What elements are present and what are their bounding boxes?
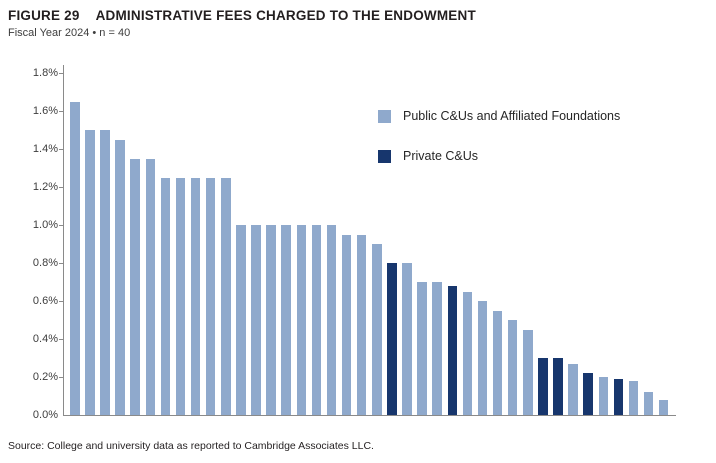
bar-public bbox=[492, 310, 503, 415]
bar-public bbox=[311, 225, 322, 415]
bar-private bbox=[583, 373, 593, 415]
bar-public bbox=[523, 329, 533, 415]
figure-subtitle: Fiscal Year 2024 • n = 40 bbox=[8, 27, 131, 39]
bar-public bbox=[236, 225, 246, 415]
bar-public bbox=[190, 177, 201, 415]
bar-public bbox=[205, 177, 216, 415]
bar-public bbox=[160, 177, 171, 415]
public-color-swatch-icon bbox=[378, 109, 391, 123]
bar-public bbox=[296, 225, 306, 415]
bar-private bbox=[613, 378, 624, 415]
y-axis-label: 0.4% bbox=[32, 333, 58, 345]
bar-public bbox=[432, 282, 442, 415]
y-axis-tick bbox=[59, 72, 63, 74]
y-axis-label: 0.2% bbox=[32, 371, 58, 383]
bar-public bbox=[462, 291, 473, 415]
chart-legend: Public C&Us and Affiliated Foundations P… bbox=[378, 108, 620, 188]
y-axis-label: 0.6% bbox=[32, 295, 58, 307]
bar-public bbox=[251, 225, 261, 415]
bar-public bbox=[85, 130, 95, 415]
figure-header: FIGURE 29 ADMINISTRATIVE FEES CHARGED TO … bbox=[8, 8, 476, 23]
y-axis-tick bbox=[59, 186, 63, 188]
bar-public bbox=[70, 101, 80, 415]
y-axis-tick bbox=[59, 224, 63, 226]
y-axis-tick bbox=[59, 338, 63, 340]
bar-private bbox=[538, 358, 548, 415]
bar-public bbox=[100, 130, 110, 415]
bar-public bbox=[326, 225, 337, 415]
y-axis-tick bbox=[59, 262, 63, 264]
legend-label-private: Private C&Us bbox=[403, 149, 479, 163]
bar-public bbox=[356, 234, 367, 415]
legend-label-public: Public C&Us and Affiliated Foundations bbox=[403, 109, 621, 123]
y-axis-label: 1.6% bbox=[32, 105, 58, 117]
y-axis-label: 1.0% bbox=[32, 219, 58, 231]
y-axis-tick bbox=[59, 148, 63, 150]
bar-private bbox=[447, 285, 457, 415]
bar-public bbox=[417, 282, 427, 415]
y-axis-label: 0.8% bbox=[32, 257, 58, 269]
source-note: Source: College and university data as r… bbox=[8, 440, 374, 452]
figure-label: FIGURE 29 bbox=[8, 8, 80, 23]
y-axis-label: 0.0% bbox=[32, 409, 58, 421]
bar-public bbox=[266, 225, 276, 415]
y-axis-label: 1.8% bbox=[32, 67, 58, 79]
bar-public bbox=[372, 244, 382, 415]
legend-item-private: Private C&Us bbox=[378, 148, 620, 164]
bar-chart-plot-area bbox=[59, 65, 676, 416]
bar-public bbox=[507, 320, 518, 415]
bar-public bbox=[221, 177, 231, 415]
bar-public bbox=[130, 158, 140, 415]
legend-item-public: Public C&Us and Affiliated Foundations bbox=[378, 108, 620, 124]
bar-public bbox=[341, 234, 352, 415]
private-color-swatch-icon bbox=[378, 149, 391, 163]
y-axis-label: 1.2% bbox=[32, 181, 58, 193]
bar-private bbox=[387, 263, 397, 415]
bar-public bbox=[598, 377, 608, 415]
bar-public bbox=[477, 301, 488, 415]
y-axis-label: 1.4% bbox=[32, 143, 58, 155]
bar-public bbox=[643, 392, 654, 415]
bar-public bbox=[145, 158, 155, 415]
bar-public bbox=[628, 380, 639, 415]
y-axis-tick bbox=[59, 376, 63, 378]
bar-private bbox=[553, 358, 563, 415]
bar-public bbox=[115, 139, 125, 415]
y-axis-tick bbox=[59, 300, 63, 302]
y-axis-tick bbox=[59, 110, 63, 112]
bar-public bbox=[658, 399, 669, 415]
bar-public bbox=[281, 225, 291, 415]
bar-public bbox=[568, 363, 578, 415]
bar-public bbox=[175, 177, 186, 415]
page-title: ADMINISTRATIVE FEES CHARGED TO THE ENDOW… bbox=[95, 8, 476, 23]
bar-public bbox=[402, 263, 412, 415]
